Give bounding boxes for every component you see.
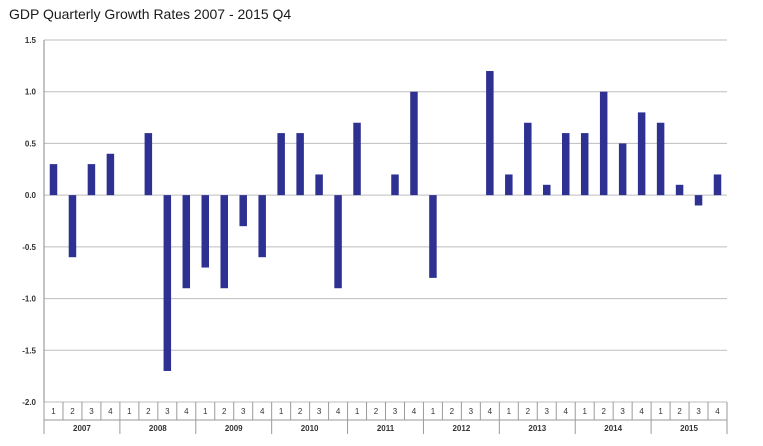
chart-title: GDP Quarterly Growth Rates 2007 - 2015 Q… bbox=[9, 6, 292, 22]
quarter-tick-label: 4 bbox=[412, 407, 417, 416]
quarter-tick-label: 4 bbox=[488, 407, 493, 416]
quarter-tick-label: 4 bbox=[184, 407, 189, 416]
quarter-tick-label: 1 bbox=[279, 407, 284, 416]
bar bbox=[106, 153, 115, 196]
bar bbox=[713, 174, 722, 196]
year-tick-label: 2014 bbox=[604, 424, 622, 433]
quarter-tick-label: 4 bbox=[260, 407, 265, 416]
quarter-tick-label: 3 bbox=[165, 407, 170, 416]
y-tick-label: -1.5 bbox=[22, 346, 36, 355]
quarter-tick-label: 1 bbox=[582, 407, 587, 416]
bar bbox=[656, 122, 665, 196]
quarter-tick-label: 4 bbox=[108, 407, 113, 416]
bar bbox=[429, 195, 437, 278]
bar bbox=[353, 122, 361, 196]
quarter-tick-label: 3 bbox=[620, 407, 625, 416]
quarter-tick-label: 2 bbox=[601, 407, 606, 416]
quarter-tick-label: 2 bbox=[450, 407, 455, 416]
bar bbox=[486, 71, 494, 196]
year-tick-label: 2007 bbox=[73, 424, 91, 433]
bar bbox=[68, 195, 77, 258]
bar bbox=[296, 133, 304, 196]
bar bbox=[201, 195, 210, 268]
bar bbox=[334, 195, 342, 289]
quarter-tick-label: 3 bbox=[393, 407, 398, 416]
year-tick-label: 2009 bbox=[225, 424, 243, 433]
bar bbox=[239, 195, 247, 227]
bar bbox=[163, 195, 172, 371]
y-tick-label: -0.5 bbox=[22, 243, 36, 252]
bar bbox=[277, 133, 285, 196]
y-tick-label: -1.0 bbox=[22, 295, 36, 304]
quarter-tick-label: 1 bbox=[355, 407, 360, 416]
bar bbox=[675, 184, 684, 196]
quarter-tick-label: 2 bbox=[70, 407, 75, 416]
bar bbox=[580, 133, 589, 196]
year-tick-label: 2013 bbox=[528, 424, 546, 433]
bar bbox=[410, 91, 418, 196]
quarter-tick-label: 1 bbox=[658, 407, 663, 416]
quarter-tick-label: 1 bbox=[51, 407, 56, 416]
bar bbox=[182, 195, 191, 289]
bar bbox=[220, 195, 228, 289]
y-tick-label: 0.5 bbox=[25, 139, 37, 148]
year-tick-label: 2011 bbox=[377, 424, 395, 433]
quarter-tick-label: 4 bbox=[639, 407, 644, 416]
bar bbox=[87, 164, 96, 196]
bar bbox=[599, 91, 608, 196]
y-tick-label: 0.0 bbox=[25, 191, 37, 200]
bar bbox=[258, 195, 266, 258]
y-tick-label: 1.5 bbox=[25, 36, 37, 45]
quarter-tick-label: 2 bbox=[298, 407, 303, 416]
year-tick-label: 2008 bbox=[149, 424, 167, 433]
bar bbox=[618, 143, 627, 196]
bar bbox=[694, 195, 703, 206]
quarter-tick-label: 2 bbox=[222, 407, 227, 416]
quarter-tick-label: 2 bbox=[677, 407, 682, 416]
y-tick-label: -2.0 bbox=[22, 398, 36, 407]
quarter-tick-label: 2 bbox=[146, 407, 151, 416]
bar bbox=[561, 133, 570, 196]
year-tick-label: 2010 bbox=[301, 424, 319, 433]
y-tick-label: 1.0 bbox=[25, 88, 37, 97]
bar bbox=[543, 184, 551, 196]
quarter-tick-label: 2 bbox=[526, 407, 531, 416]
quarter-tick-label: 1 bbox=[431, 407, 436, 416]
quarter-tick-label: 3 bbox=[696, 407, 701, 416]
quarter-tick-label: 3 bbox=[89, 407, 94, 416]
quarter-tick-label: 1 bbox=[507, 407, 512, 416]
quarter-tick-label: 1 bbox=[203, 407, 208, 416]
year-tick-label: 2015 bbox=[680, 424, 698, 433]
bar bbox=[524, 122, 532, 196]
quarter-tick-label: 1 bbox=[127, 407, 132, 416]
quarter-tick-label: 4 bbox=[715, 407, 720, 416]
bar bbox=[49, 164, 58, 196]
quarter-tick-label: 3 bbox=[317, 407, 322, 416]
bar bbox=[637, 112, 646, 196]
bar bbox=[391, 174, 399, 196]
quarter-tick-label: 4 bbox=[564, 407, 569, 416]
quarter-tick-label: 4 bbox=[336, 407, 341, 416]
bar bbox=[315, 174, 323, 196]
bar bbox=[144, 133, 153, 196]
bar bbox=[505, 174, 513, 196]
year-tick-label: 2012 bbox=[452, 424, 470, 433]
quarter-tick-label: 3 bbox=[241, 407, 246, 416]
quarter-tick-label: 3 bbox=[545, 407, 550, 416]
quarter-tick-label: 2 bbox=[374, 407, 379, 416]
quarter-tick-label: 3 bbox=[469, 407, 474, 416]
